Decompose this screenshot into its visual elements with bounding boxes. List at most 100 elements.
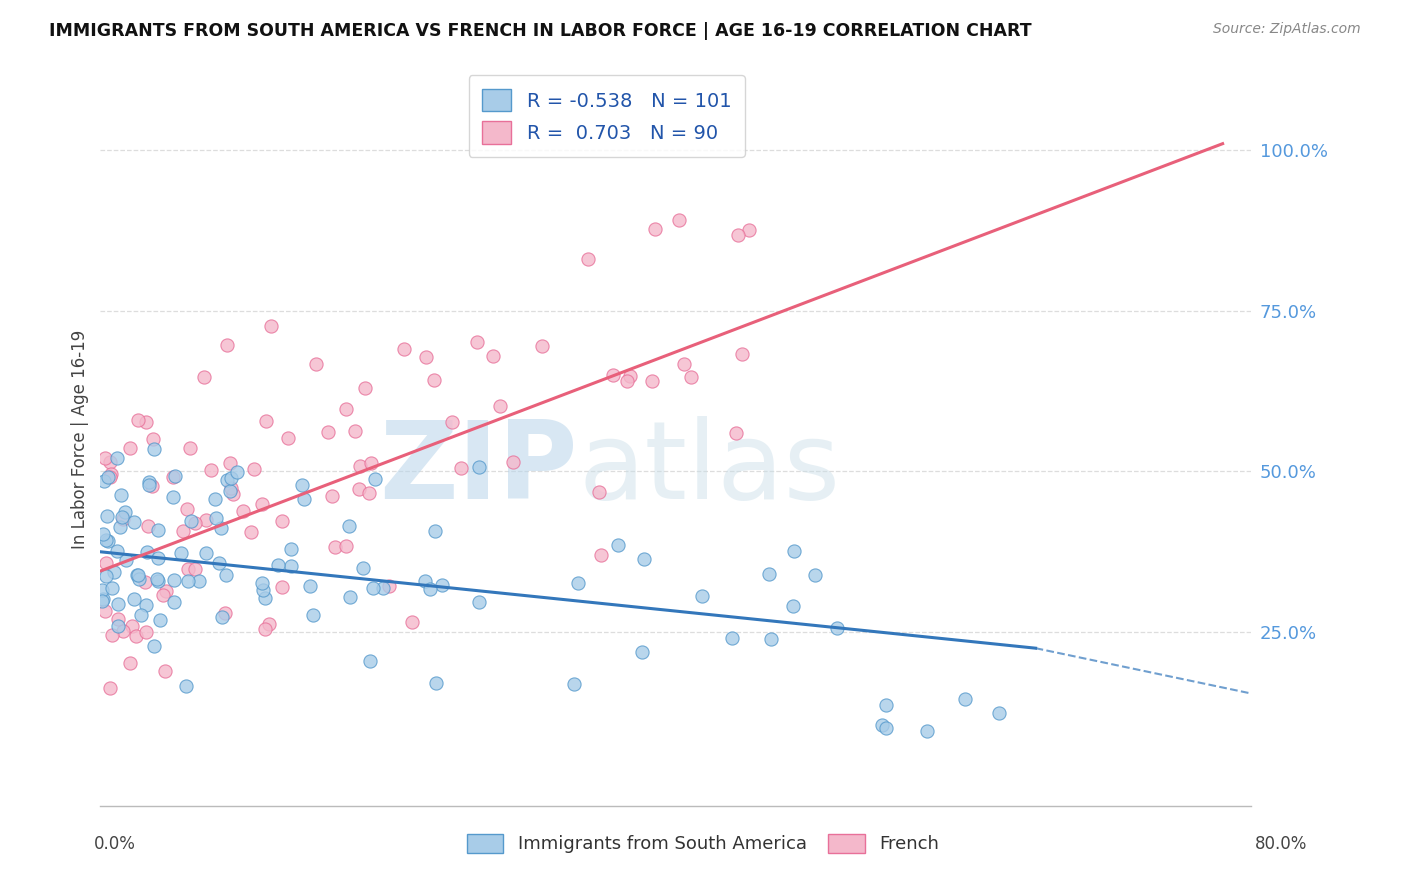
Point xyxy=(125,568,148,582)
Point xyxy=(135,625,157,640)
Point xyxy=(134,575,156,590)
Point xyxy=(114,553,136,567)
Point xyxy=(163,594,186,608)
Point xyxy=(124,516,146,530)
Y-axis label: In Labor Force | Age 16-19: In Labor Force | Age 16-19 xyxy=(72,330,89,549)
Text: atlas: atlas xyxy=(578,416,839,522)
Point xyxy=(142,432,165,446)
Point xyxy=(105,544,128,558)
Point xyxy=(804,568,827,582)
Point xyxy=(180,515,202,529)
Point xyxy=(361,581,384,595)
Point xyxy=(257,616,280,631)
Point xyxy=(401,615,423,629)
Point xyxy=(205,511,228,525)
Point xyxy=(162,490,184,504)
Point xyxy=(259,319,281,334)
Point xyxy=(256,414,278,428)
Point xyxy=(163,574,186,588)
Point xyxy=(467,595,489,609)
Point xyxy=(721,631,744,645)
Point xyxy=(107,597,129,611)
Point xyxy=(271,514,294,528)
Point xyxy=(128,572,150,586)
Point xyxy=(177,574,200,588)
Point xyxy=(111,624,134,638)
Point xyxy=(93,474,115,488)
Point xyxy=(782,599,804,613)
Point xyxy=(392,342,415,356)
Point xyxy=(589,548,612,562)
Point xyxy=(148,523,170,537)
Point xyxy=(96,508,118,523)
Point xyxy=(644,222,666,236)
Point xyxy=(222,487,245,501)
Point xyxy=(730,347,752,361)
Point xyxy=(305,357,328,371)
Point xyxy=(423,524,446,538)
Point xyxy=(136,545,159,559)
Point xyxy=(352,560,374,574)
Point xyxy=(425,676,447,690)
Point xyxy=(127,413,149,427)
Point xyxy=(98,681,121,696)
Point xyxy=(481,349,503,363)
Point xyxy=(576,252,599,266)
Point xyxy=(562,677,585,691)
Point xyxy=(149,614,172,628)
Point xyxy=(179,441,201,455)
Point xyxy=(121,619,143,633)
Point xyxy=(291,478,314,492)
Point xyxy=(200,463,222,477)
Point xyxy=(176,501,198,516)
Point xyxy=(875,698,897,713)
Point xyxy=(232,503,254,517)
Point xyxy=(215,338,238,352)
Point xyxy=(252,497,274,511)
Point xyxy=(875,721,897,735)
Point xyxy=(135,415,157,429)
Point xyxy=(172,524,194,538)
Point xyxy=(142,639,165,653)
Point xyxy=(465,335,488,350)
Point xyxy=(360,456,382,470)
Point xyxy=(141,479,163,493)
Point xyxy=(97,534,120,549)
Point xyxy=(96,469,118,483)
Point xyxy=(93,527,115,541)
Text: 0.0%: 0.0% xyxy=(94,835,136,853)
Point xyxy=(188,574,211,588)
Point xyxy=(254,591,277,606)
Point xyxy=(349,458,371,473)
Point xyxy=(124,629,146,643)
Text: Source: ZipAtlas.com: Source: ZipAtlas.com xyxy=(1213,22,1361,37)
Point xyxy=(219,481,242,495)
Point xyxy=(114,504,136,518)
Point xyxy=(100,467,122,481)
Point xyxy=(146,574,169,588)
Point xyxy=(107,612,129,626)
Point xyxy=(316,425,339,440)
Point xyxy=(129,607,152,622)
Point xyxy=(127,568,149,582)
Point xyxy=(347,482,370,496)
Point xyxy=(250,575,273,590)
Point xyxy=(136,519,159,533)
Point xyxy=(271,581,294,595)
Point xyxy=(335,401,357,416)
Point xyxy=(152,588,174,602)
Point xyxy=(633,552,655,566)
Point xyxy=(335,539,357,553)
Legend: Immigrants from South America, French: Immigrants from South America, French xyxy=(460,827,946,861)
Point xyxy=(302,607,325,622)
Point xyxy=(120,441,142,455)
Point xyxy=(219,471,242,485)
Point xyxy=(359,654,381,668)
Point xyxy=(339,591,361,605)
Text: IMMIGRANTS FROM SOUTH AMERICA VS FRENCH IN LABOR FORCE | AGE 16-19 CORRELATION C: IMMIGRANTS FROM SOUTH AMERICA VS FRENCH … xyxy=(49,22,1032,40)
Point xyxy=(337,519,360,533)
Point xyxy=(567,576,589,591)
Point xyxy=(440,415,463,429)
Text: 80.0%: 80.0% xyxy=(1256,835,1308,853)
Point xyxy=(413,574,436,588)
